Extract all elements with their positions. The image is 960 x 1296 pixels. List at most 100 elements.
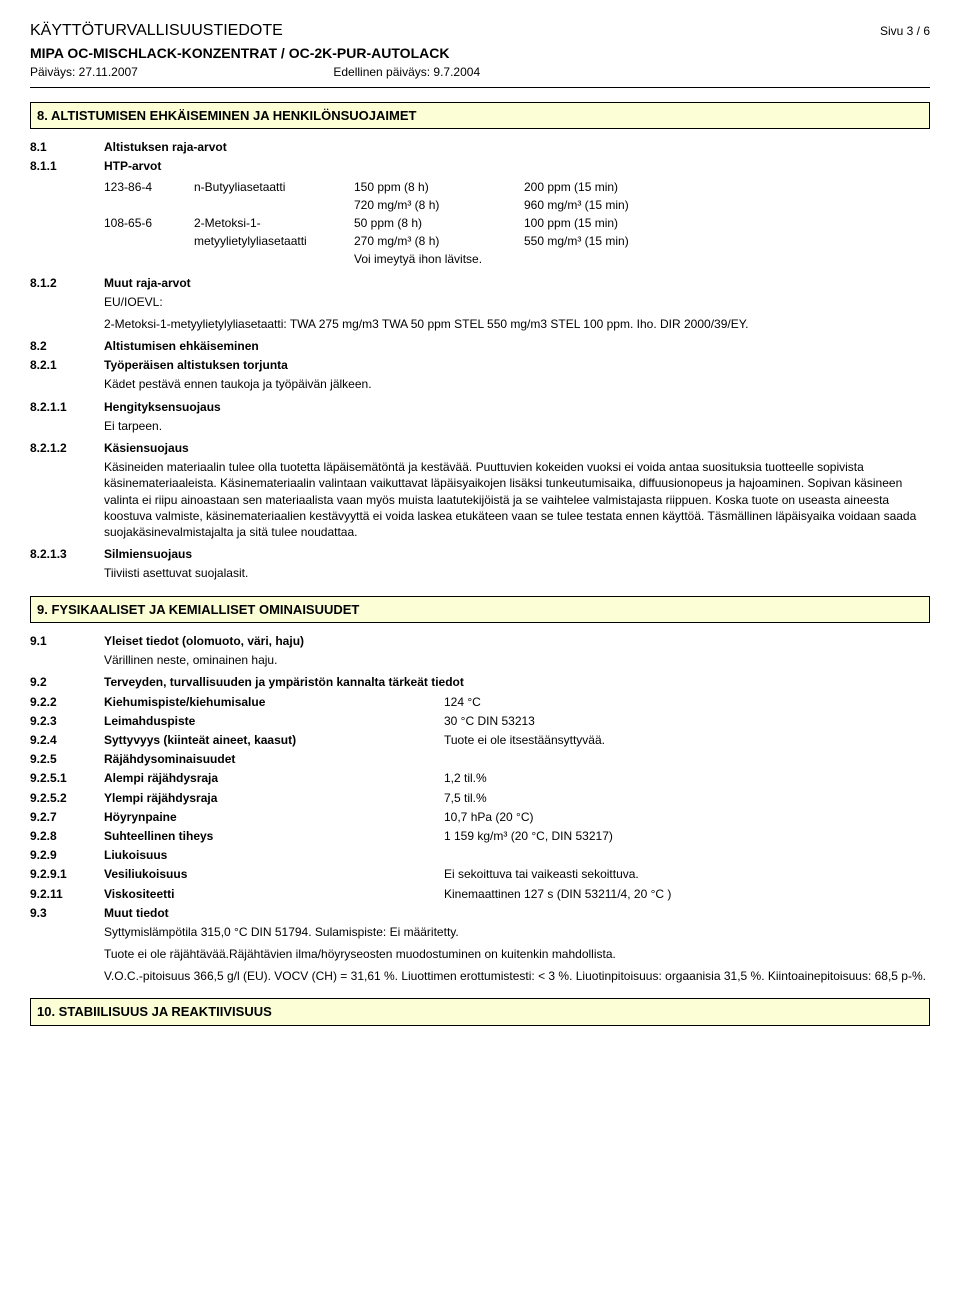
num-9-1: 9.1 bbox=[30, 633, 104, 649]
num-9-3: 9.3 bbox=[30, 905, 104, 921]
product-title: MIPA OC-MISCHLACK-KONZENTRAT / OC-2K-PUR… bbox=[30, 44, 930, 63]
row-9-2-9-1: 9.2.9.1 Vesiliukoisuus Ei sekoittuva tai… bbox=[30, 866, 930, 882]
htp-table: 123-86-4 n-Butyyliasetaatti 150 ppm (8 h… bbox=[104, 178, 704, 269]
htp-name bbox=[194, 196, 354, 214]
body-8-2-1: Kädet pestävä ennen taukoja ja työpäivän… bbox=[104, 376, 930, 392]
htp-8h: 720 mg/m³ (8 h) bbox=[354, 196, 524, 214]
table-row: Voi imeytyä ihon lävitse. bbox=[104, 250, 704, 268]
table-row: 108-65-6 2-Metoksi-1- 50 ppm (8 h) 100 p… bbox=[104, 214, 704, 232]
val-9-2-9-1: Ei sekoittuva tai vaikeasti sekoittuva. bbox=[444, 866, 930, 882]
num-9-2-5-2: 9.2.5.2 bbox=[30, 790, 104, 806]
lbl-8-2-1-2: Käsiensuojaus bbox=[104, 440, 930, 456]
row-9-2-5-2: 9.2.5.2 Ylempi räjähdysraja 7,5 til.% bbox=[30, 790, 930, 806]
body-8-2-1-1: Ei tarpeen. bbox=[104, 418, 930, 434]
num-9-2-7: 9.2.7 bbox=[30, 809, 104, 825]
val-9-2-3: 30 °C DIN 53213 bbox=[444, 713, 930, 729]
num-9-2-2: 9.2.2 bbox=[30, 694, 104, 710]
num-8-2-1-2: 8.2.1.2 bbox=[30, 440, 104, 456]
body-9-3c: V.O.C.-pitoisuus 366,5 g/l (EU). VOCV (C… bbox=[104, 968, 930, 984]
body-8-1-2b: 2-Metoksi-1-metyylietylyliasetaatti: TWA… bbox=[104, 316, 930, 332]
lbl-8-2: Altistumisen ehkäiseminen bbox=[104, 338, 930, 354]
lbl-8-2-1: Työperäisen altistuksen torjunta bbox=[104, 357, 930, 373]
lbl-9-2-7: Höyrynpaine bbox=[104, 809, 444, 825]
body-9-1: Värillinen neste, ominainen haju. bbox=[104, 652, 930, 668]
dates-row: Päiväys: 27.11.2007 Edellinen päiväys: 9… bbox=[30, 64, 930, 80]
num-9-2-11: 9.2.11 bbox=[30, 886, 104, 902]
lbl-9-2: Terveyden, turvallisuuden ja ympäristön … bbox=[104, 674, 930, 690]
htp-cas bbox=[104, 232, 194, 250]
val-9-2-8: 1 159 kg/m³ (20 °C, DIN 53217) bbox=[444, 828, 930, 844]
row-9-2: 9.2 Terveyden, turvallisuuden ja ympäris… bbox=[30, 674, 930, 690]
num-9-2-5: 9.2.5 bbox=[30, 751, 104, 767]
row-8-1: 8.1 Altistuksen raja-arvot bbox=[30, 139, 930, 155]
htp-cas bbox=[104, 250, 194, 268]
num-9-2-4: 9.2.4 bbox=[30, 732, 104, 748]
page-number: Sivu 3 / 6 bbox=[880, 23, 930, 39]
htp-cas: 123-86-4 bbox=[104, 178, 194, 196]
htp-8h: 270 mg/m³ (8 h) bbox=[354, 232, 524, 250]
htp-15min: 960 mg/m³ (15 min) bbox=[524, 196, 704, 214]
val-9-2-11: Kinemaattinen 127 s (DIN 53211/4, 20 °C … bbox=[444, 886, 930, 902]
htp-15min: 550 mg/m³ (15 min) bbox=[524, 232, 704, 250]
lbl-9-2-5-1: Alempi räjähdysraja bbox=[104, 770, 444, 786]
row-8-2-1-3: 8.2.1.3 Silmiensuojaus bbox=[30, 546, 930, 562]
lbl-9-2-3: Leimahduspiste bbox=[104, 713, 444, 729]
row-9-2-5-1: 9.2.5.1 Alempi räjähdysraja 1,2 til.% bbox=[30, 770, 930, 786]
row-9-2-9: 9.2.9 Liukoisuus bbox=[30, 847, 930, 863]
num-9-2: 9.2 bbox=[30, 674, 104, 690]
body-8-2-1-2: Käsineiden materiaalin tulee olla tuotet… bbox=[104, 459, 930, 540]
htp-name bbox=[194, 250, 354, 268]
body-9-3a: Syttymislämpötila 315,0 °C DIN 51794. Su… bbox=[104, 924, 930, 940]
table-row: metyylietylyliasetaatti 270 mg/m³ (8 h) … bbox=[104, 232, 704, 250]
date-current: Päiväys: 27.11.2007 bbox=[30, 64, 330, 80]
row-9-3: 9.3 Muut tiedot bbox=[30, 905, 930, 921]
lbl-9-2-5-2: Ylempi räjähdysraja bbox=[104, 790, 444, 806]
doc-title: KÄYTTÖTURVALLISUUSTIEDOTE bbox=[30, 20, 283, 42]
num-8-2-1: 8.2.1 bbox=[30, 357, 104, 373]
row-8-2: 8.2 Altistumisen ehkäiseminen bbox=[30, 338, 930, 354]
num-8-2: 8.2 bbox=[30, 338, 104, 354]
row-8-2-1: 8.2.1 Työperäisen altistuksen torjunta bbox=[30, 357, 930, 373]
lbl-9-2-8: Suhteellinen tiheys bbox=[104, 828, 444, 844]
lbl-9-1: Yleiset tiedot (olomuoto, väri, haju) bbox=[104, 633, 930, 649]
row-8-2-1-1: 8.2.1.1 Hengityksensuojaus bbox=[30, 399, 930, 415]
row-8-2-1-2: 8.2.1.2 Käsiensuojaus bbox=[30, 440, 930, 456]
row-9-1: 9.1 Yleiset tiedot (olomuoto, väri, haju… bbox=[30, 633, 930, 649]
val-9-2-4: Tuote ei ole itsestäänsyttyvää. bbox=[444, 732, 930, 748]
section-9-title: 9. FYSIKAALISET JA KEMIALLISET OMINAISUU… bbox=[30, 596, 930, 624]
lbl-8-1-1: HTP-arvot bbox=[104, 158, 930, 174]
date-previous: Edellinen päiväys: 9.7.2004 bbox=[333, 64, 480, 80]
num-8-1: 8.1 bbox=[30, 139, 104, 155]
lbl-9-2-2: Kiehumispiste/kiehumisalue bbox=[104, 694, 444, 710]
body-8-1-2a: EU/IOEVL: bbox=[104, 294, 930, 310]
val-9-2-7: 10,7 hPa (20 °C) bbox=[444, 809, 930, 825]
body-8-2-1-3: Tiiviisti asettuvat suojalasit. bbox=[104, 565, 930, 581]
htp-8h: 50 ppm (8 h) bbox=[354, 214, 524, 232]
row-9-2-5: 9.2.5 Räjähdysominaisuudet bbox=[30, 751, 930, 767]
num-9-2-9-1: 9.2.9.1 bbox=[30, 866, 104, 882]
section-8-title: 8. ALTISTUMISEN EHKÄISEMINEN JA HENKILÖN… bbox=[30, 102, 930, 130]
header-divider bbox=[30, 87, 930, 88]
num-8-2-1-3: 8.2.1.3 bbox=[30, 546, 104, 562]
lbl-9-2-5: Räjähdysominaisuudet bbox=[104, 751, 444, 767]
htp-15min: 200 ppm (15 min) bbox=[524, 178, 704, 196]
lbl-9-2-9-1: Vesiliukoisuus bbox=[104, 866, 444, 882]
row-8-1-1: 8.1.1 HTP-arvot bbox=[30, 158, 930, 174]
val-9-2-5 bbox=[444, 751, 930, 767]
row-9-2-7: 9.2.7 Höyrynpaine 10,7 hPa (20 °C) bbox=[30, 809, 930, 825]
num-9-2-5-1: 9.2.5.1 bbox=[30, 770, 104, 786]
htp-15min: 100 ppm (15 min) bbox=[524, 214, 704, 232]
lbl-8-1: Altistuksen raja-arvot bbox=[104, 139, 930, 155]
htp-name: 2-Metoksi-1- bbox=[194, 214, 354, 232]
lbl-8-1-2: Muut raja-arvot bbox=[104, 275, 930, 291]
val-9-2-9 bbox=[444, 847, 930, 863]
htp-note: Voi imeytyä ihon lävitse. bbox=[354, 250, 704, 268]
lbl-8-2-1-1: Hengityksensuojaus bbox=[104, 399, 930, 415]
num-9-2-3: 9.2.3 bbox=[30, 713, 104, 729]
num-8-1-2: 8.1.2 bbox=[30, 275, 104, 291]
header-row: KÄYTTÖTURVALLISUUSTIEDOTE Sivu 3 / 6 bbox=[30, 20, 930, 42]
row-9-2-8: 9.2.8 Suhteellinen tiheys 1 159 kg/m³ (2… bbox=[30, 828, 930, 844]
num-8-1-1: 8.1.1 bbox=[30, 158, 104, 174]
lbl-9-2-4: Syttyvyys (kiinteät aineet, kaasut) bbox=[104, 732, 444, 748]
row-9-2-4: 9.2.4 Syttyvyys (kiinteät aineet, kaasut… bbox=[30, 732, 930, 748]
